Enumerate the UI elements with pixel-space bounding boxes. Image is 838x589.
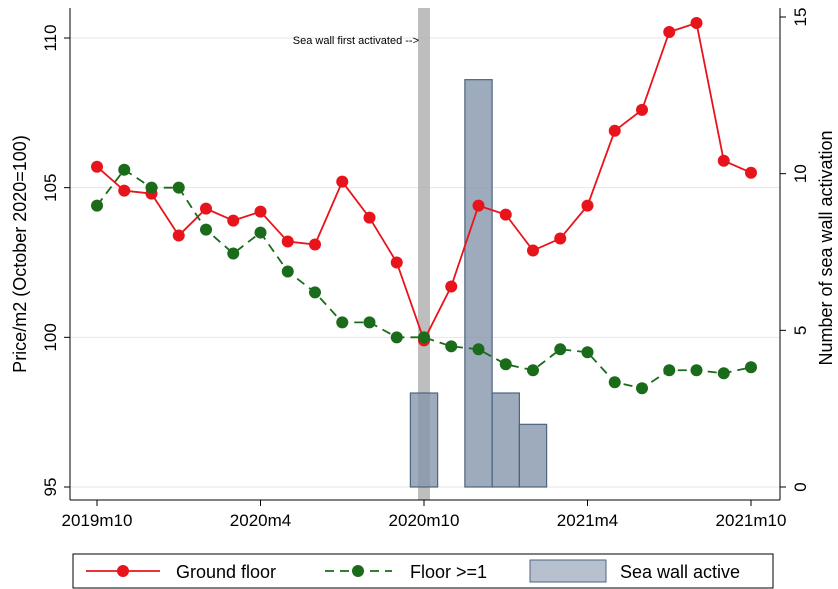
series-1-point-2021m9 [717, 367, 730, 380]
y2-tick-label-5: 5 [791, 326, 810, 335]
series-1-point-2021m8 [690, 364, 703, 377]
series-1-point-2020m7 [336, 316, 349, 329]
series-0-point-2021m8 [690, 17, 703, 30]
series-1-point-2021m1 [499, 358, 512, 371]
series-1-point-2021m10 [745, 361, 757, 374]
y2-tick-label-10: 10 [791, 164, 810, 183]
series-0-point-2020m4 [254, 205, 267, 218]
series-1-point-2019m10 [91, 199, 103, 212]
series-1-point-2020m3 [227, 247, 240, 260]
series-0-point-2020m6 [309, 238, 321, 251]
bar-2021m2 [518, 423, 548, 488]
y-tick-label-95: 95 [41, 478, 60, 497]
line-series [91, 17, 757, 395]
bars-sea-wall-active [409, 79, 548, 488]
series-1-point-2021m7 [663, 364, 676, 377]
series-0-point-2021m2 [527, 244, 539, 257]
bar-2020m12 [464, 79, 493, 488]
series-1-point-2019m12 [145, 181, 158, 194]
series-0-point-2020m11 [445, 280, 458, 293]
legend-ground-floor-label: Ground floor [176, 562, 276, 582]
x-tick-label-2021m10: 2021m10 [716, 511, 787, 530]
y-axis-title-right: Number of sea wall activation [816, 130, 836, 365]
series-1-point-2021m5 [608, 376, 621, 389]
axes: 95 100 105 110 0 5 10 15 2019m10 2020m4 2020m10 202… [41, 8, 810, 530]
x-tick-label-2020m10: 2020m10 [389, 511, 460, 530]
legend-box [72, 553, 774, 589]
series-1-point-2021m3 [554, 343, 567, 356]
y2-tick-label-15: 15 [791, 8, 810, 27]
series-1-point-2020m9 [390, 331, 403, 344]
series-0-point-2021m5 [608, 124, 621, 137]
x-tick-label-2019m10: 2019m10 [62, 511, 133, 530]
bar-2020m10 [409, 392, 439, 488]
series-0-point-2021m7 [663, 26, 676, 39]
x-tick-label-2021m4: 2021m4 [557, 511, 618, 530]
series-0-point-2021m9 [717, 154, 730, 167]
legend: Ground floor Floor >=1 Sea wall active [72, 553, 774, 589]
series-1-point-2020m1 [172, 181, 185, 194]
series-1-point-2020m5 [281, 265, 294, 278]
series-1-point-2020m11 [445, 340, 458, 353]
y-tick-label-100: 100 [41, 323, 60, 351]
series-0-point-2020m2 [200, 202, 212, 215]
series-1-point-2019m11 [118, 163, 131, 176]
legend-sea-wall-active-label: Sea wall active [620, 562, 740, 582]
series-1-point-2020m6 [309, 286, 321, 299]
series-0-point-2019m10 [91, 160, 103, 173]
legend-ground-floor-marker [117, 565, 129, 577]
legend-floor-1-marker [352, 565, 364, 577]
series-0-point-2020m1 [172, 229, 185, 242]
series-0-point-2021m6 [636, 103, 648, 116]
series-1-point-2021m2 [527, 364, 539, 377]
series-1-point-2020m12 [472, 343, 485, 356]
y-tick-label-110: 110 [41, 24, 60, 51]
legend-floor-1-label: Floor >=1 [410, 562, 487, 582]
series-0-point-2020m9 [390, 256, 403, 269]
series-0-point-2019m11 [118, 184, 131, 197]
series-0-point-2020m3 [227, 214, 240, 227]
series-1-point-2021m6 [636, 382, 648, 395]
series-1-point-2020m2 [200, 223, 212, 236]
series-0-point-2021m4 [581, 199, 594, 212]
y-tick-label-105: 105 [41, 173, 60, 201]
annotation-sea-wall-first-activated: Sea wall first activated --> [293, 35, 419, 47]
y-axis-title-left: Price/m2 (October 2020=100) [10, 135, 30, 373]
x-tick-label-2020m4: 2020m4 [230, 511, 291, 530]
series-0-point-2020m5 [281, 235, 294, 248]
series-0-point-2021m1 [499, 208, 512, 221]
y2-tick-label-0: 0 [791, 482, 810, 491]
series-1-point-2021m4 [581, 346, 594, 359]
series-0-point-2021m10 [745, 166, 757, 179]
series-0-point-2020m8 [363, 211, 376, 224]
series-0-point-2021m3 [554, 232, 567, 245]
legend-sea-wall-active-swatch [529, 559, 607, 583]
series-1-point-2020m4 [254, 226, 267, 239]
series-0-point-2020m7 [336, 175, 349, 188]
sea-wall-first-activated-marker [418, 8, 430, 500]
series-1-point-2020m10 [418, 331, 430, 344]
series-0-point-2020m12 [472, 199, 485, 212]
series-1-point-2020m8 [363, 316, 376, 329]
bar-2021m1 [491, 392, 520, 488]
